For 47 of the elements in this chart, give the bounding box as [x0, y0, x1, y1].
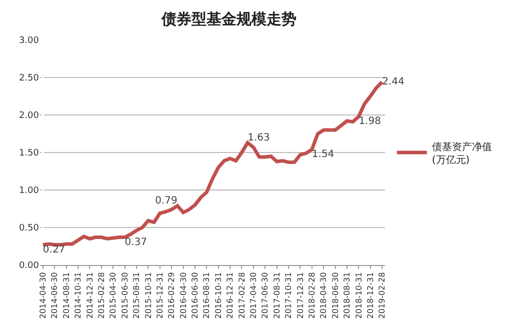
data-label: 1.98: [358, 116, 381, 127]
x-tick-label: 2017-08-31: [272, 272, 282, 319]
x-tick-label: 2019-02-28: [378, 272, 387, 319]
x-tick-label: 2015-08-31: [132, 272, 142, 319]
x-tick-label: 2016-06-30: [190, 272, 200, 319]
y-tick-label: 0.50: [18, 224, 40, 234]
x-tick-label: 2014-10-31: [74, 272, 83, 319]
legend-label: 债基资产净值 (万亿元): [432, 140, 492, 166]
x-tick-label: 2016-08-31: [202, 272, 212, 319]
data-label: 0.27: [42, 244, 66, 256]
x-tick-label: 2017-06-30: [260, 272, 270, 319]
x-tick-label: 2016-04-30: [178, 272, 188, 319]
y-tick-label: 3.00: [18, 36, 40, 46]
x-tick-label: 2017-04-30: [249, 272, 258, 319]
x-tick-label: 2017-02-28: [237, 272, 246, 319]
line-series: [41, 80, 384, 246]
y-tick-label: 2.50: [18, 74, 40, 84]
data-label: 1.54: [312, 149, 334, 160]
x-tick-label: 2015-02-28: [97, 272, 106, 319]
x-tick-label: 2015-10-31: [144, 272, 153, 319]
x-tick-label: 2018-06-30: [330, 272, 340, 319]
x-tick-label: 2018-10-31: [354, 272, 364, 319]
x-tick-label: 2014-06-30: [50, 272, 60, 319]
x-tick-label: 2014-08-31: [62, 272, 71, 319]
y-tick-label: 0.00: [18, 261, 40, 272]
y-tick-label: 1.50: [18, 148, 40, 159]
chart-title: 债券型基金规模走势: [160, 10, 297, 28]
y-tick-label: 1.00: [18, 186, 40, 196]
data-label: 0.37: [124, 236, 148, 248]
x-tick-label: 2018-08-31: [342, 272, 352, 319]
x-tick-label: 2016-12-31: [226, 272, 235, 319]
y-tick-label: 2.00: [18, 111, 40, 122]
x-tick-label: 2017-12-31: [296, 272, 305, 319]
x-tick-label: 2014-04-30: [38, 272, 48, 319]
x-tick-label: 2017-10-31: [284, 272, 294, 319]
data-label: 2.44: [382, 76, 404, 88]
x-tick-label: 2014-12-31: [85, 272, 94, 319]
data-label: 0.79: [155, 195, 178, 206]
x-tick-label: 2015-04-30: [108, 272, 118, 319]
x-tick-label: 2018-04-30: [319, 272, 328, 319]
x-tick-label: 2015-06-30: [120, 272, 130, 319]
x-tick-label: 2018-12-31: [366, 272, 375, 319]
x-tick-label: 2016-10-31: [214, 272, 223, 319]
x-tick-label: 2016-02-29: [167, 272, 176, 319]
x-tick-label: 2015-12-31: [155, 272, 164, 319]
x-tick-label: 2018-02-28: [308, 272, 317, 319]
data-label: 1.63: [248, 132, 270, 144]
